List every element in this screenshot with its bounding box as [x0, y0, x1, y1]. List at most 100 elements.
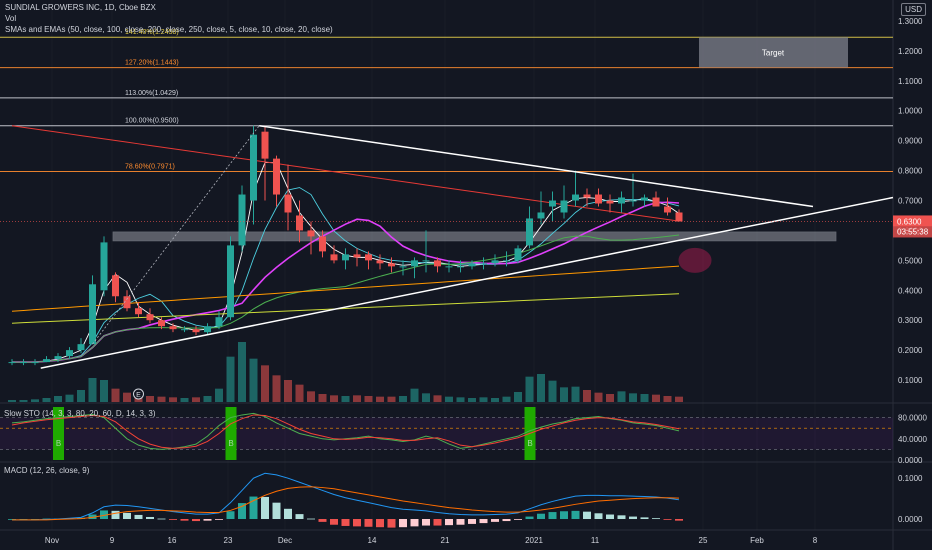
- highlight-ellipse: [678, 247, 712, 273]
- candle-body: [261, 131, 269, 159]
- candle-body: [618, 197, 625, 204]
- candle-body: [31, 362, 39, 364]
- currency-badge[interactable]: USD: [901, 3, 926, 16]
- macd-histogram-bar: [652, 518, 660, 520]
- macd-histogram-bar: [376, 519, 384, 528]
- volume-bar: [8, 400, 16, 402]
- price-tick-label: 0.9000: [898, 137, 923, 146]
- candle-body: [89, 284, 96, 345]
- price-tick-label: 0.4000: [898, 286, 923, 295]
- candle-body: [181, 329, 188, 331]
- candle-body: [250, 134, 257, 201]
- macd-histogram-bar: [238, 503, 246, 520]
- candle-body: [641, 197, 648, 201]
- macd-histogram-bar: [606, 514, 614, 520]
- candle-body: [365, 254, 372, 261]
- macd-histogram-bar: [399, 519, 407, 528]
- candle-body: [549, 200, 556, 207]
- price-tick-label: 0.8000: [898, 167, 923, 176]
- candle-body: [330, 254, 338, 261]
- time-tick-label: 14: [368, 536, 377, 545]
- target-box: [699, 37, 848, 68]
- candle-body: [284, 194, 292, 213]
- stoch-k-line: [11, 412, 680, 450]
- volume-bar: [525, 376, 534, 402]
- volume-bar: [272, 375, 281, 402]
- volume-bar: [479, 397, 488, 402]
- macd-histogram-bar: [364, 519, 373, 527]
- candle-body: [353, 254, 361, 258]
- macd-histogram-bar: [479, 519, 488, 524]
- candle-body: [480, 263, 487, 265]
- volume-bar: [146, 396, 154, 402]
- macd-histogram-bar: [295, 514, 304, 520]
- stoch-tick-label: 80.0000: [898, 414, 927, 423]
- price-tick-label: 0.1000: [898, 376, 923, 385]
- symbol-title: SUNDIAL GROWERS INC, 1D, Cboe BZX: [5, 3, 156, 12]
- sma-100-line: [11, 265, 680, 312]
- volume-bar: [215, 388, 223, 402]
- volume-bar: [502, 396, 511, 402]
- macd-histogram-bar: [675, 519, 683, 521]
- candle-body: [560, 200, 568, 213]
- candle-body: [606, 200, 614, 204]
- indicator-legend: SMAs and EMAs (50, close, 100, close, 20…: [5, 25, 333, 34]
- volume-bar: [307, 391, 315, 402]
- volume-bar: [617, 391, 626, 402]
- macd-histogram-bar: [341, 519, 350, 526]
- time-tick-label: Nov: [45, 536, 59, 545]
- macd-histogram-bar: [180, 519, 189, 521]
- price-tick-label: 1.1000: [898, 77, 923, 86]
- macd-histogram-bar: [548, 512, 557, 520]
- candle-body: [227, 245, 234, 318]
- macd-title: MACD (12, 26, close, 9): [4, 466, 90, 475]
- stoch-buy-bar: [53, 407, 64, 460]
- candle-body: [399, 266, 407, 268]
- candle-body: [112, 275, 119, 297]
- volume-bar: [249, 358, 258, 402]
- macd-histogram-bar: [318, 519, 327, 522]
- candle-body: [537, 212, 545, 219]
- time-tick-label: Dec: [278, 536, 292, 545]
- macd-histogram-bar: [261, 496, 269, 520]
- candle-body: [135, 308, 142, 315]
- candle-body: [342, 254, 349, 261]
- candle-body: [66, 350, 73, 357]
- candle-body: [664, 206, 671, 213]
- candle-body: [204, 326, 211, 333]
- volume-bar: [491, 398, 499, 402]
- candle-body: [215, 317, 223, 327]
- time-tick-label: 25: [699, 536, 708, 545]
- candle-body: [652, 197, 660, 207]
- macd-histogram-bar: [502, 519, 511, 522]
- candle-body: [43, 359, 50, 363]
- earnings-marker-label: E: [136, 392, 141, 399]
- volume-bar: [169, 397, 177, 402]
- volume-bar: [456, 397, 465, 402]
- macd-histogram-bar: [284, 508, 292, 520]
- macd-tick-label: 0.0000: [898, 515, 923, 524]
- time-tick-label: 23: [224, 536, 233, 545]
- macd-histogram-bar: [514, 519, 522, 520]
- volume-bar: [387, 396, 396, 402]
- volume-bar: [88, 378, 97, 402]
- macd-histogram-bar: [192, 519, 200, 522]
- macd-histogram-bar: [123, 512, 131, 520]
- time-tick-label: 21: [441, 536, 450, 545]
- candle-body: [514, 248, 522, 261]
- price-tick-label: 1.3000: [898, 17, 923, 26]
- candle-body: [376, 260, 384, 264]
- stoch-d-line: [11, 414, 680, 449]
- macd-histogram-bar: [146, 516, 154, 520]
- volume-bar: [180, 398, 189, 402]
- volume-bar: [514, 392, 522, 402]
- candle-body: [77, 344, 85, 351]
- last-price-label: 0.6300: [897, 217, 922, 226]
- macd-histogram-bar: [88, 514, 97, 520]
- volume-bar: [652, 394, 660, 402]
- macd-histogram-bar: [203, 519, 212, 521]
- candle-body: [595, 194, 602, 204]
- volume-bar: [675, 396, 683, 402]
- macd-histogram-bar: [387, 519, 396, 528]
